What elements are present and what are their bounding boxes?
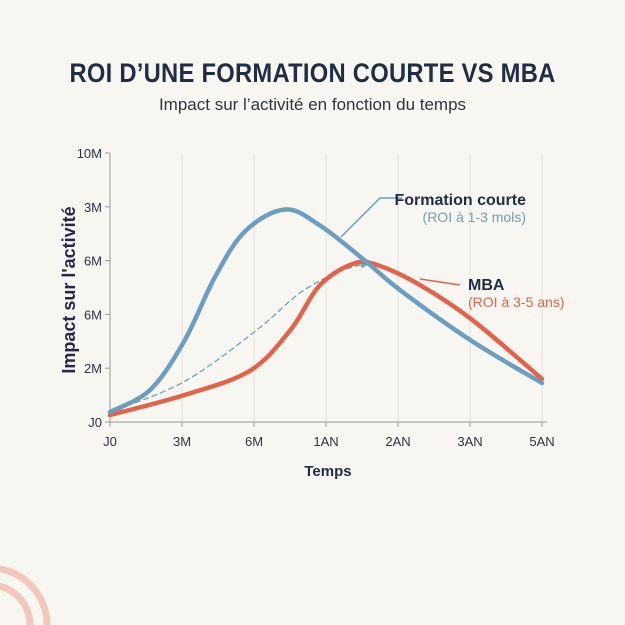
series-line-mba — [107, 259, 545, 418]
y-tick-label: J0 — [88, 415, 102, 430]
leader-line-formation — [340, 197, 402, 238]
legend-label-formation-courte: Formation courte — [394, 192, 526, 209]
x-tick-label: 6M — [245, 434, 263, 449]
y-tick-label: 10M — [77, 146, 102, 161]
chart-subtitle: Impact sur l’activité en fonction du tem… — [158, 95, 467, 114]
x-tick-label: 5AN — [529, 434, 554, 449]
leader-line-mba — [419, 278, 461, 286]
x-tick-label: 3AN — [457, 434, 482, 449]
x-tick-label: 2AN — [385, 434, 410, 449]
x-axis-label: Temps — [304, 463, 351, 480]
legend-note-formation-courte: (ROI à 1-3 mols) — [423, 209, 526, 225]
y-axis-label: Impact sur l'activité — [59, 206, 79, 373]
x-tick-label: 1AN — [313, 434, 338, 449]
chart-title: ROI D’UNE FORMATION COURTE VS MBA — [69, 58, 556, 88]
legend-label-mba: MBA — [468, 277, 505, 294]
x-tick-label: J0 — [103, 434, 117, 449]
legend-note-mba: (ROI à 3-5 ans) — [468, 294, 564, 310]
logo-arcs — [0, 565, 51, 625]
y-tick-label: 6M — [84, 307, 102, 322]
y-tick-label: 6M — [84, 254, 102, 269]
series-line-formation-courte — [107, 207, 545, 415]
y-tick-label: 2M — [84, 361, 102, 376]
x-tick-label: 3M — [173, 434, 191, 449]
y-tick-label: 3M — [84, 200, 102, 215]
